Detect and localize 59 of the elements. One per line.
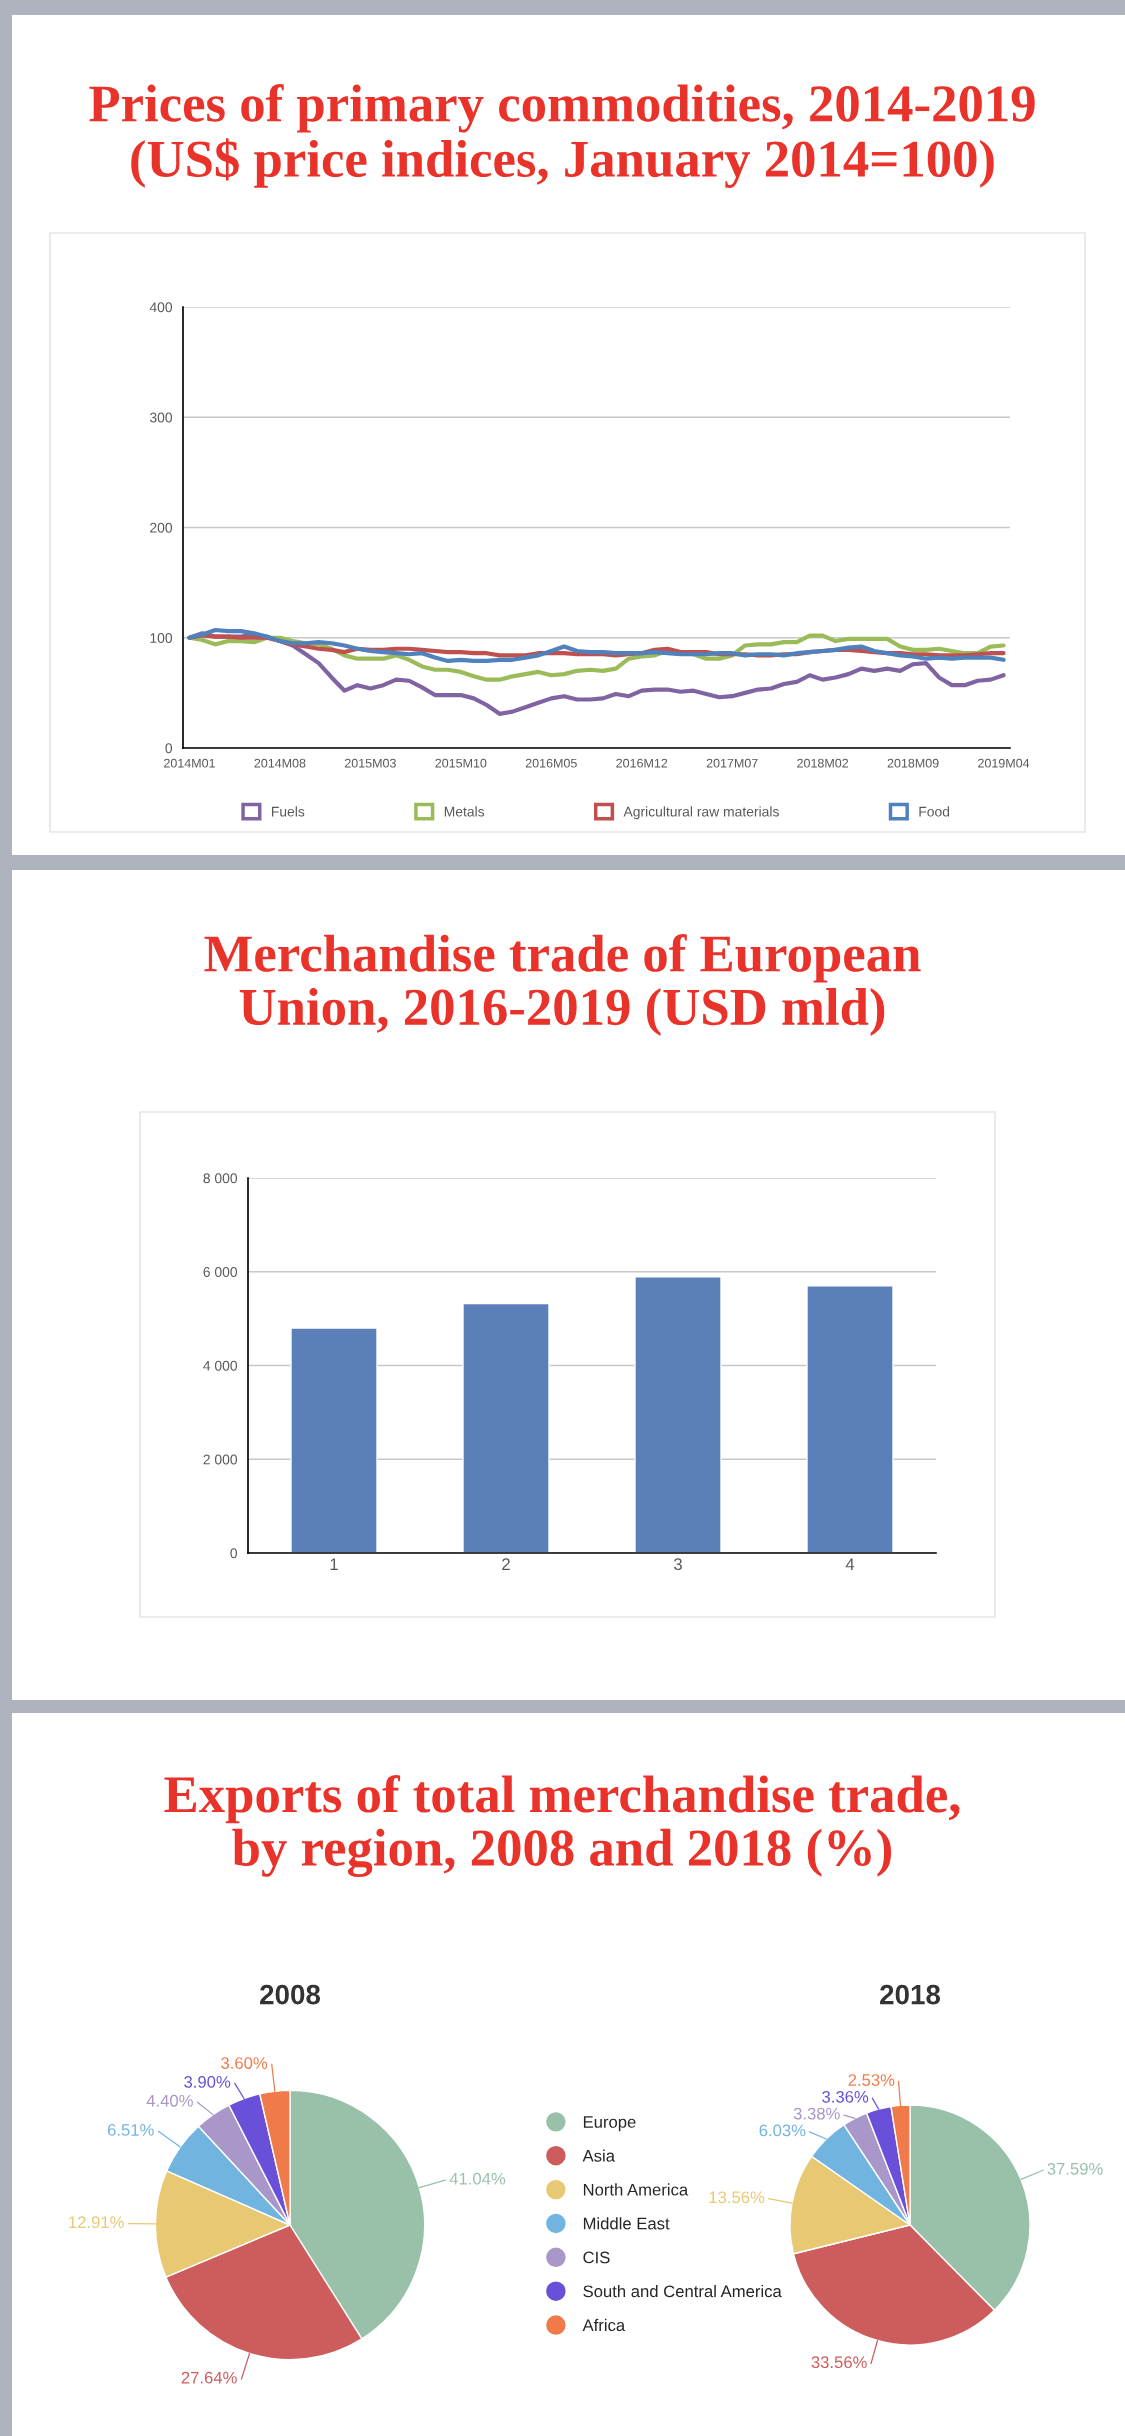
x-tick-label: 3 bbox=[674, 1558, 682, 1571]
data-label: 27.64% bbox=[181, 2371, 237, 2384]
legend-label: Africa bbox=[582, 2318, 626, 2332]
x-tick-label: 2019M04 bbox=[978, 758, 1030, 768]
chart-subtitle: 2008 bbox=[260, 1984, 321, 2005]
bar bbox=[634, 1276, 722, 1553]
x-tick-label: 4 bbox=[845, 1558, 855, 1570]
legend-label: Metals bbox=[444, 806, 485, 817]
data-label: 6.03% bbox=[759, 2124, 806, 2137]
y-tick-label: 300 bbox=[149, 412, 173, 423]
legend-label: North America bbox=[583, 2183, 689, 2196]
x-tick-label: 1 bbox=[330, 1558, 338, 1570]
data-label: 33.56% bbox=[811, 2356, 867, 2369]
line-series bbox=[187, 627, 1006, 663]
x-tick-label: 2016M05 bbox=[525, 758, 577, 768]
bar bbox=[806, 1285, 894, 1553]
chart-title: Prices of primary commodities, 2014-2019 (US$ price indices, January 2014=100) bbox=[89, 84, 1035, 188]
bar bbox=[290, 1327, 378, 1553]
chart-title: Exports of total merchandise trade, by region, 2008 and 2018 (%) bbox=[164, 1774, 960, 1878]
data-label: 3.90% bbox=[184, 2076, 231, 2088]
x-tick-label: 2017M07 bbox=[706, 758, 758, 768]
chart-subtitle: 2018 bbox=[880, 1984, 941, 2005]
y-tick-label: 400 bbox=[149, 302, 173, 313]
data-label: 37.59% bbox=[1047, 2162, 1103, 2175]
legend-label: Middle East bbox=[583, 2217, 670, 2230]
y-tick-label: 2 000 bbox=[203, 1454, 238, 1465]
y-tick-label: 8 000 bbox=[203, 1173, 238, 1184]
x-tick-label: 2015M10 bbox=[435, 758, 487, 768]
chart-title: Merchandise trade of European Union, 2016-2019 (USD mld) bbox=[204, 934, 921, 1036]
legend-label: CIS bbox=[583, 2251, 610, 2264]
bar bbox=[462, 1302, 550, 1553]
x-tick-label: 2015M03 bbox=[344, 758, 396, 768]
y-tick-label: 0 bbox=[165, 743, 173, 754]
data-label: 3.38% bbox=[793, 2107, 840, 2120]
data-label: 3.36% bbox=[822, 2090, 869, 2103]
data-label: 3.60% bbox=[221, 2057, 268, 2069]
y-tick-label: 100 bbox=[150, 633, 173, 643]
y-tick-label: 4 000 bbox=[203, 1360, 238, 1371]
data-label: 12.91% bbox=[69, 2216, 124, 2229]
x-tick-label: 2 bbox=[502, 1558, 510, 1570]
y-tick-label: 200 bbox=[150, 522, 173, 533]
data-label: 13.56% bbox=[709, 2191, 765, 2204]
x-tick-label: 2018M02 bbox=[797, 758, 849, 768]
x-tick-label: 2016M12 bbox=[616, 758, 668, 768]
legend-label: Fuels bbox=[271, 806, 305, 817]
data-label: 4.40% bbox=[146, 2094, 193, 2107]
y-tick-label: 6 000 bbox=[203, 1267, 238, 1277]
legend-label: Food bbox=[919, 806, 950, 817]
data-label: 41.04% bbox=[449, 2172, 506, 2185]
x-tick-label: 2014M01 bbox=[164, 758, 215, 768]
x-tick-label: 2014M08 bbox=[254, 758, 306, 768]
y-tick-label: 0 bbox=[230, 1548, 238, 1559]
x-tick-label: 2018M09 bbox=[887, 758, 939, 768]
legend-label: South and Central America bbox=[583, 2284, 782, 2298]
legend-label: Europe bbox=[583, 2116, 636, 2132]
legend-label: Agricultural raw materials bbox=[623, 806, 779, 820]
legend-label: Asia bbox=[582, 2149, 615, 2162]
data-label: 2.53% bbox=[848, 2074, 895, 2086]
data-label: 6.51% bbox=[107, 2124, 154, 2136]
